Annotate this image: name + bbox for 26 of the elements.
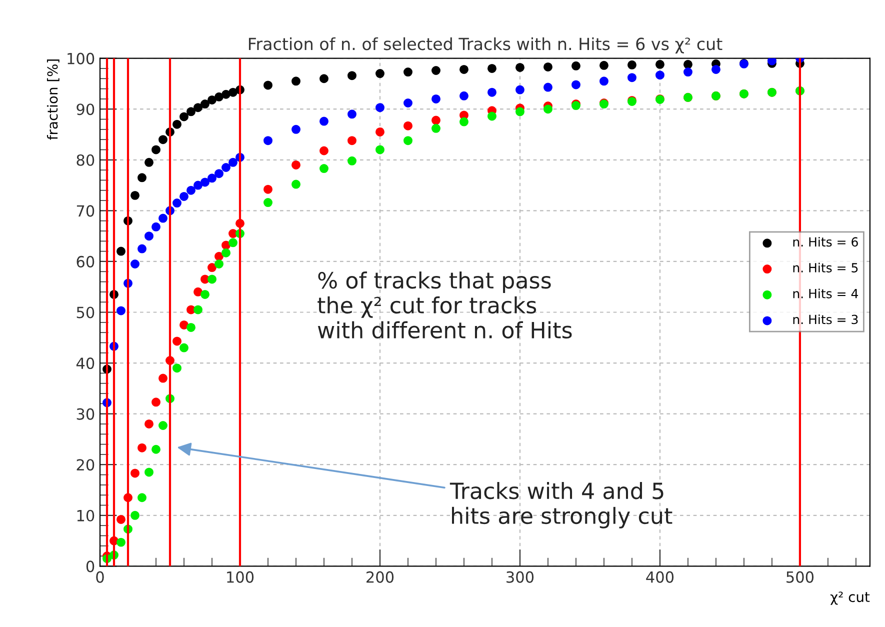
y-axis-title: fraction [%] — [46, 60, 60, 140]
y-tick-label: 80 — [76, 154, 94, 166]
y-tick-label: 70 — [76, 205, 94, 217]
y-tick-label: 20 — [76, 459, 94, 471]
y-tick-label: 10 — [77, 510, 94, 522]
legend-label: n. Hits = 6 — [793, 236, 858, 247]
chart-title: Fraction of n. of selected Tracks with n. Hits = 6 vs χ² cut — [248, 37, 722, 54]
y-tick-label: 30 — [76, 408, 94, 420]
y-tick-label: 50 — [76, 306, 94, 318]
y-tick-label: 90 — [76, 104, 94, 116]
legend-label: n. Hits = 4 — [793, 288, 858, 298]
legend-label: n. Hits = 3 — [793, 314, 858, 324]
x-tick-label: 100 — [227, 571, 254, 583]
x-tick-label: 0 — [96, 571, 104, 583]
x-tick-label: 400 — [646, 571, 674, 583]
y-tick-label: 100 — [68, 52, 94, 64]
legend-label: n. Hits = 5 — [793, 262, 858, 272]
y-tick-label: 60 — [76, 256, 94, 268]
x-tick-label: 200 — [366, 571, 394, 583]
y-tick-label: 40 — [76, 358, 94, 370]
y-tick-label: 0 — [86, 560, 94, 572]
annotation: % of tracks that pass the χ² cut for tracks with different n. of Hits — [318, 272, 572, 339]
annotation: Tracks with 4 and 5 hits are strongly cut — [450, 482, 672, 528]
x-tick-label: 500 — [786, 571, 814, 583]
x-axis-title: χ² cut — [830, 592, 870, 605]
x-tick-label: 300 — [506, 571, 534, 583]
